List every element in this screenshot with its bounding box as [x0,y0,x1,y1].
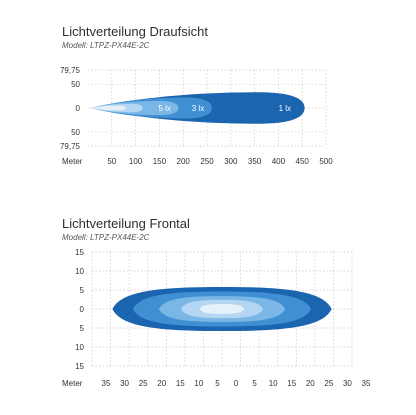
chart-title-top: Lichtverteilung Draufsicht [62,24,208,39]
x-tick-label: 10 [269,379,278,388]
x-tick-label: 50 [107,157,116,166]
y-tick-label: 15 [75,248,84,257]
y-tick-label: 79,75 [60,66,81,75]
x-tick-label: 150 [153,157,167,166]
x-tick-label: 250 [200,157,214,166]
x-tick-label: 5 [215,379,220,388]
x-tick-label: 35 [102,379,111,388]
isoline-label: 5 lx [158,104,170,113]
x-tick-label: 25 [139,379,148,388]
x-tick-label: 400 [272,157,286,166]
chart-subtitle-top: Modell: LTPZ-PX44E-2C [62,41,150,50]
x-axis-label: Meter [62,379,83,388]
y-tick-label: 79,75 [60,142,81,151]
x-tick-label: 350 [248,157,262,166]
y-tick-label: 10 [75,343,84,352]
y-tick-label: 15 [75,362,84,371]
x-tick-label: 0 [234,379,239,388]
chart-title-front: Lichtverteilung Frontal [62,216,190,231]
isoline-label: 3 lx [192,104,204,113]
x-tick-label: 30 [343,379,352,388]
isoline-front-4 [199,304,245,314]
y-tick-label: 5 [80,324,85,333]
x-tick-label: 500 [319,157,333,166]
x-tick-label: 20 [306,379,315,388]
y-tick-label: 5 [80,286,85,295]
x-tick-label: 20 [157,379,166,388]
x-tick-label: 30 [120,379,129,388]
isoline-label: 1 lx [279,104,291,113]
y-tick-label: 50 [71,80,80,89]
x-axis-label: Meter [62,157,83,166]
x-tick-label: 450 [296,157,310,166]
x-tick-label: 5 [252,379,257,388]
x-tick-label: 200 [177,157,191,166]
x-tick-label: 10 [194,379,203,388]
y-tick-label: 10 [75,267,84,276]
y-tick-label: 0 [80,305,85,314]
x-tick-label: 25 [324,379,333,388]
chart-subtitle-front: Modell: LTPZ-PX44E-2C [62,233,150,242]
x-tick-label: 300 [224,157,238,166]
y-tick-label: 0 [76,104,81,113]
x-tick-label: 15 [287,379,296,388]
x-tick-label: 15 [176,379,185,388]
x-tick-label: 100 [129,157,143,166]
isoline-inner-4 [91,105,127,111]
x-tick-label: 35 [362,379,371,388]
y-tick-label: 50 [71,128,80,137]
